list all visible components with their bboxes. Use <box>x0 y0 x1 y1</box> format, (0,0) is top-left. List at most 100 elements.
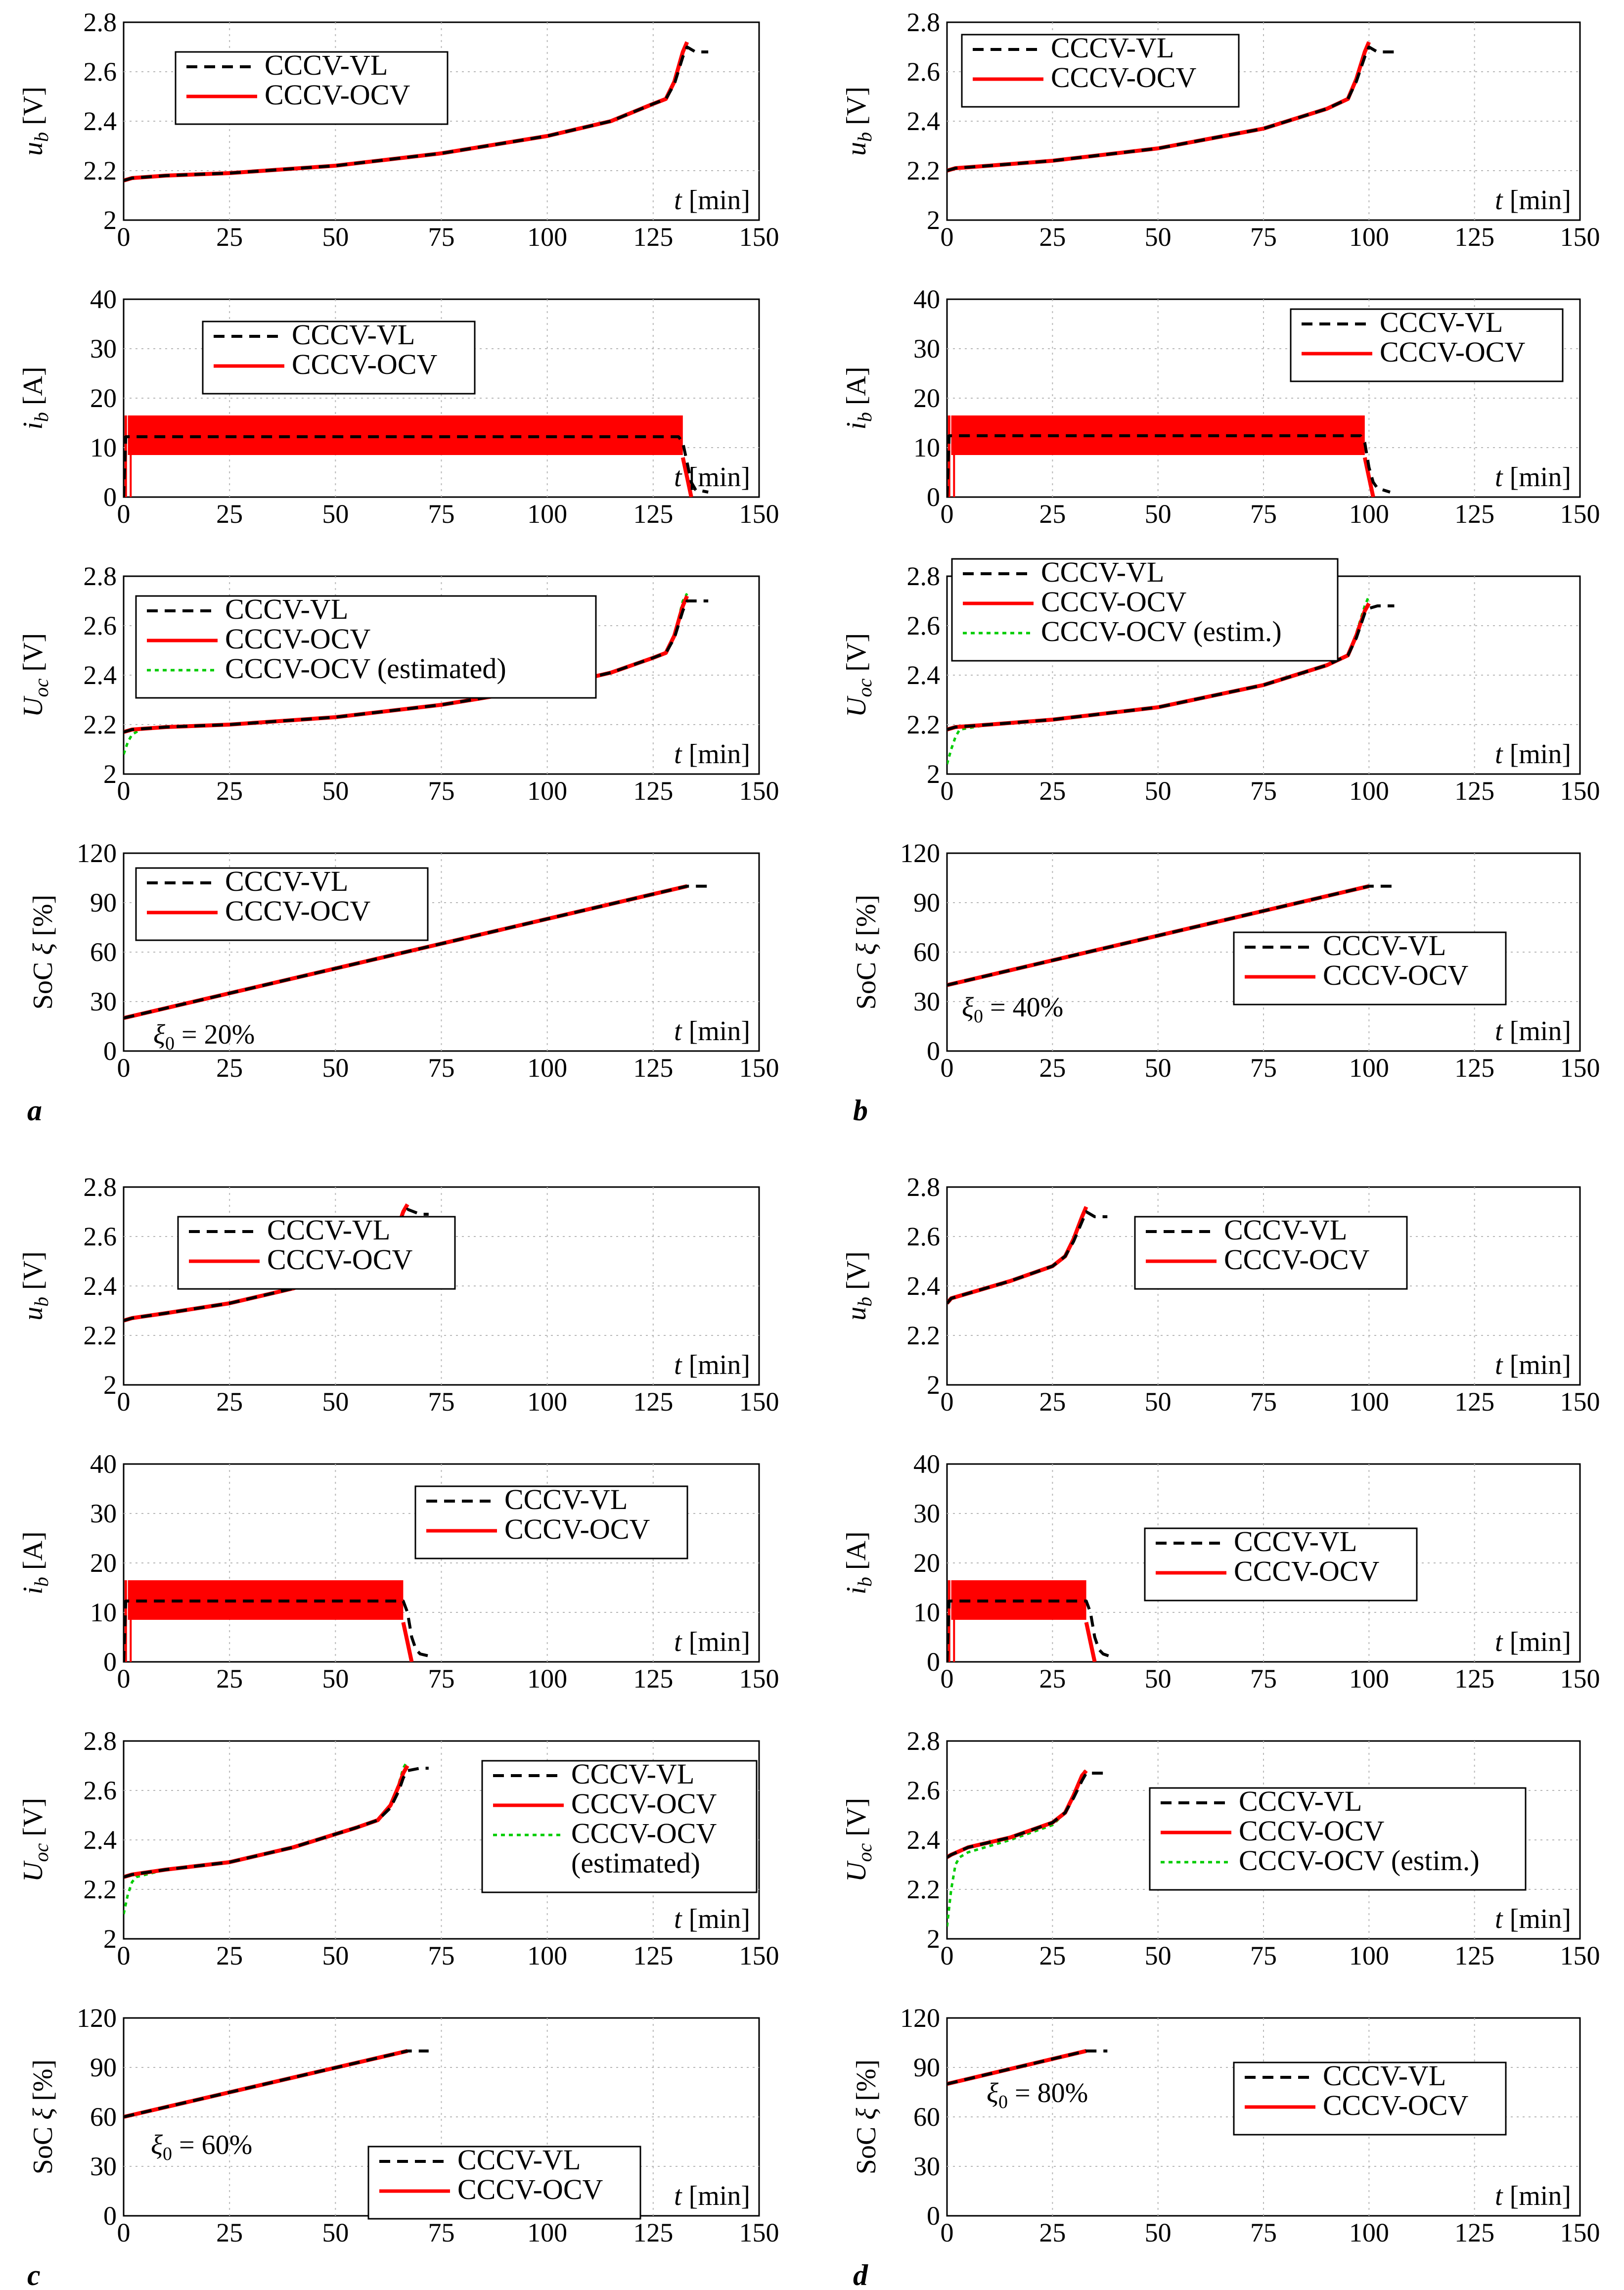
series-cccv-vl <box>124 1767 429 1878</box>
y-axis-label: Uoc [V] <box>841 633 876 717</box>
y-tick-label: 30 <box>90 987 117 1016</box>
y-tick-label: 120 <box>900 838 940 868</box>
x-tick-label: 125 <box>633 499 673 529</box>
legend-label: CCCV-VL <box>504 1483 628 1515</box>
y-tick-label: 0 <box>927 482 940 512</box>
x-tick-label: 25 <box>216 1941 243 1970</box>
x-tick-label: 75 <box>428 1053 455 1083</box>
series-cccv-vl <box>947 884 1395 987</box>
y-tick-label: 0 <box>103 1036 117 1066</box>
time-axis-label: t [min] <box>674 1904 750 1934</box>
time-axis-label: t [min] <box>1495 1904 1571 1934</box>
initial-soc-annotation: ξ0 = 60% <box>151 2130 252 2164</box>
x-tick-label: 150 <box>739 222 779 252</box>
x-tick-label: 125 <box>1454 499 1494 529</box>
x-tick-label: 125 <box>1454 776 1494 806</box>
y-tick-label: 0 <box>927 1036 940 1066</box>
series-cccv-ocv <box>947 602 1371 732</box>
x-tick-label: 75 <box>428 1941 455 1970</box>
x-tick-label: 25 <box>216 1387 243 1417</box>
x-tick-label: 25 <box>1039 1664 1066 1694</box>
legend-label: CCCV-OCV (estim.) <box>1239 1844 1480 1877</box>
x-tick-label: 125 <box>633 222 673 252</box>
y-tick-label: 2.6 <box>84 57 117 87</box>
x-tick-label: 100 <box>527 499 567 529</box>
y-tick-label: 20 <box>90 1548 117 1578</box>
x-tick-label: 50 <box>322 499 349 529</box>
x-tick-label: 50 <box>322 1941 349 1970</box>
legend-label: CCCV-VL <box>1041 556 1164 588</box>
x-tick-label: 50 <box>322 2218 349 2247</box>
chart-a-0: 0 25 50 75 100 125 150 2 2.2 2.4 2.6 2.8 ub [V] t [mi… <box>18 7 779 252</box>
y-tick-label: 20 <box>913 383 940 413</box>
x-tick-label: 125 <box>633 776 673 806</box>
y-tick-label: 2.6 <box>907 611 941 641</box>
y-tick-label: 0 <box>927 1647 940 1677</box>
series-cccv-vl <box>947 434 1391 497</box>
time-axis-label: t [min] <box>1495 185 1571 216</box>
y-tick-label: 60 <box>90 2102 117 2132</box>
x-tick-label: 75 <box>428 1387 455 1417</box>
y-tick-label: 10 <box>913 433 940 462</box>
x-tick-label: 150 <box>739 1053 779 1083</box>
x-tick-label: 75 <box>428 2218 455 2247</box>
x-tick-label: 0 <box>117 1053 131 1083</box>
x-tick-label: 150 <box>1560 222 1600 252</box>
time-axis-label: t [min] <box>1495 739 1571 770</box>
x-tick-label: 150 <box>739 2218 779 2247</box>
y-tick-label: 2 <box>927 759 940 789</box>
x-tick-label: 150 <box>1560 1664 1600 1694</box>
y-tick-label: 2.2 <box>84 1321 117 1350</box>
time-axis-label: t [min] <box>674 739 750 770</box>
x-tick-label: 50 <box>322 222 349 252</box>
y-axis-label: SoC ξ [%] <box>28 895 58 1009</box>
series-cccv-ocv <box>401 1622 414 1662</box>
x-tick-label: 25 <box>216 1053 243 1083</box>
series-cccv-ocv <box>1084 1622 1097 1662</box>
x-tick-label: 100 <box>1349 1387 1389 1417</box>
x-tick-label: 125 <box>633 1387 673 1417</box>
x-tick-label: 50 <box>322 776 349 806</box>
chart-d-0: 0 25 50 75 100 125 150 2 2.2 2.4 2.6 2.8 ub [V] t [mi… <box>841 1172 1600 1417</box>
y-tick-label: 120 <box>77 2003 117 2033</box>
y-tick-label: 10 <box>90 433 117 462</box>
series-cccv-vl <box>124 2049 429 2118</box>
time-axis-label: t [min] <box>1495 1016 1571 1047</box>
y-tick-label: 2.6 <box>907 1222 941 1251</box>
chart-a-2: 0 25 50 75 100 125 150 2 2.2 2.4 2.6 2.8 Uoc [V] t [m… <box>18 561 779 806</box>
chart-c-1: 0 25 50 75 100 125 150 0 10 20 30 40 ib [A] t [min] CC… <box>18 1449 779 1694</box>
legend-label: CCCV-OCV <box>265 79 410 111</box>
y-tick-label: 10 <box>913 1598 940 1627</box>
y-tick-label: 2 <box>103 1924 117 1954</box>
x-tick-label: 150 <box>739 776 779 806</box>
x-tick-label: 25 <box>1039 1053 1066 1083</box>
x-tick-label: 25 <box>1039 222 1066 252</box>
y-tick-label: 2.8 <box>84 1726 117 1756</box>
y-axis-label: ib [A] <box>18 366 52 429</box>
x-tick-label: 100 <box>527 2218 567 2247</box>
y-axis-label: SoC ξ [%] <box>851 895 882 1009</box>
y-tick-label: 2.4 <box>907 106 941 136</box>
y-tick-label: 2.4 <box>907 1825 941 1855</box>
legend-label: CCCV-VL <box>1323 2060 1446 2092</box>
x-tick-label: 50 <box>1145 1941 1172 1970</box>
y-tick-label: 40 <box>913 284 940 314</box>
time-axis-label: t [min] <box>674 1627 750 1657</box>
x-tick-label: 100 <box>1349 1664 1389 1694</box>
y-tick-label: 30 <box>90 334 117 364</box>
legend-label: CCCV-VL <box>1224 1214 1347 1246</box>
chart-d-2: 0 25 50 75 100 125 150 2 2.2 2.4 2.6 2.8 Uoc [V] t [m… <box>841 1726 1600 1970</box>
x-tick-label: 25 <box>216 776 243 806</box>
y-tick-label: 2 <box>103 759 117 789</box>
x-tick-label: 0 <box>117 499 131 529</box>
x-tick-label: 50 <box>322 1387 349 1417</box>
x-tick-label: 0 <box>941 499 954 529</box>
legend-box <box>175 51 449 125</box>
y-tick-label: 60 <box>913 937 940 967</box>
chart-d-1: 0 25 50 75 100 125 150 0 10 20 30 40 ib [A] t [min] CC… <box>841 1449 1600 1694</box>
legend-label: CCCV-VL <box>267 1214 390 1246</box>
x-tick-label: 150 <box>1560 1053 1600 1083</box>
